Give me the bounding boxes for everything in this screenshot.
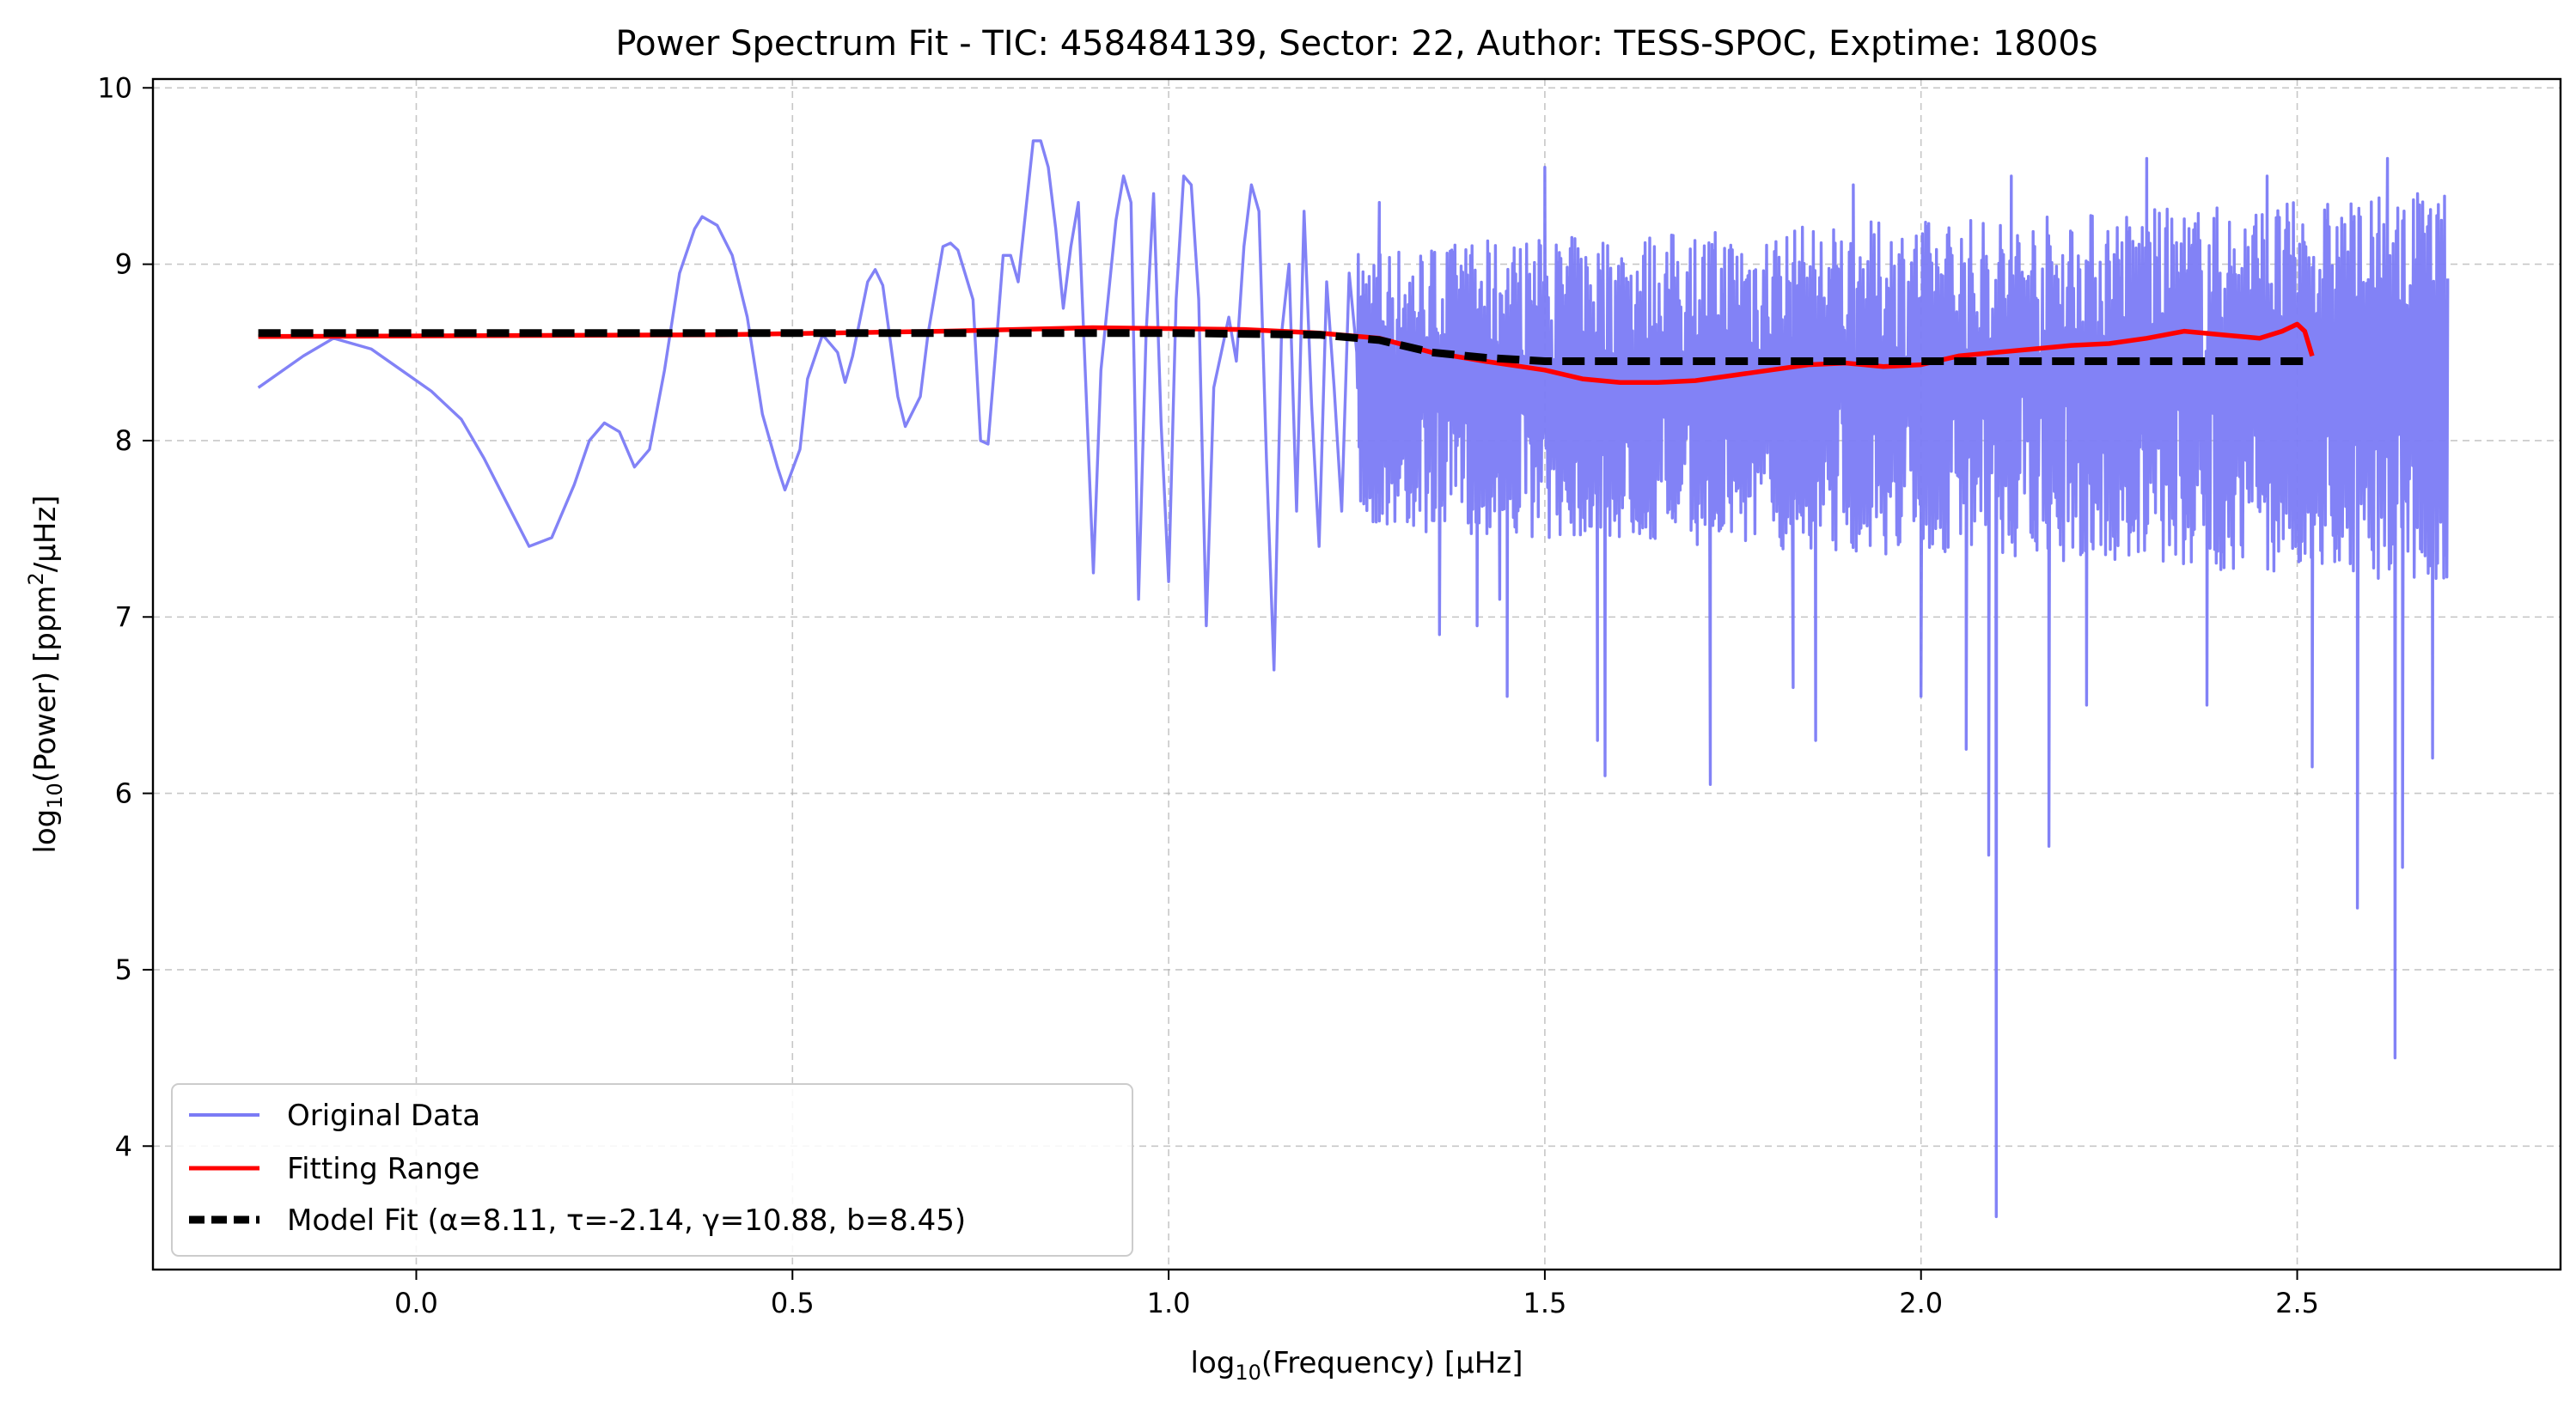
grid-lines xyxy=(153,79,2561,1270)
y-ticks: 4 5 6 7 8 9 10 xyxy=(97,71,153,1162)
x-tick-label: 2.0 xyxy=(1899,1287,1943,1319)
y-axis-label-sup: 2 xyxy=(24,572,48,585)
y-axis-label-prefix: log xyxy=(28,809,63,854)
y-tick-label: 4 xyxy=(115,1130,132,1162)
x-tick-label: 0.5 xyxy=(771,1287,815,1319)
series-model-fit-line xyxy=(258,329,2312,365)
x-axis-label: log10(Frequency) [μHz] xyxy=(1191,1346,1523,1385)
x-tick-label: 0.0 xyxy=(394,1287,438,1319)
legend-box xyxy=(171,1083,1133,1257)
y-tick-label: 7 xyxy=(115,600,132,633)
y-tick-label: 5 xyxy=(115,953,132,986)
y-tick-label: 10 xyxy=(97,71,132,104)
legend-label-fitting: Fitting Range xyxy=(287,1152,479,1186)
series-original-data-line xyxy=(257,139,2450,1219)
legend: Original Data Fitting Range Model Fit (α… xyxy=(171,1083,1133,1257)
x-axis-label-sub: 10 xyxy=(1235,1361,1261,1385)
y-axis-label-middle: (Power) [ppm xyxy=(28,585,63,783)
y-tick-label: 8 xyxy=(115,424,132,457)
x-tick-label: 1.0 xyxy=(1147,1287,1191,1319)
series-layer xyxy=(257,139,2450,1219)
plot-frame xyxy=(151,77,2562,1271)
x-axis-label-suffix: (Frequency) [μHz] xyxy=(1261,1346,1523,1380)
y-axis-label: log10(Power) [ppm2/μHz] xyxy=(24,495,67,853)
y-axis-label-suffix: /μHz] xyxy=(28,495,63,572)
legend-label-model: Model Fit (α=8.11, τ=-2.14, γ=10.88, b=8… xyxy=(287,1203,966,1238)
legend-label-original: Original Data xyxy=(287,1099,480,1133)
x-ticks: 0.0 0.5 1.0 1.5 2.0 2.5 xyxy=(394,1270,2319,1319)
chart-title: Power Spectrum Fit - TIC: 458484139, Sec… xyxy=(615,24,2097,64)
x-tick-label: 2.5 xyxy=(2275,1287,2319,1319)
x-tick-label: 1.5 xyxy=(1523,1287,1566,1319)
y-tick-label: 9 xyxy=(115,248,132,281)
y-axis-label-sub: 10 xyxy=(43,783,67,809)
y-tick-label: 6 xyxy=(115,777,132,810)
x-axis-label-prefix: log xyxy=(1191,1346,1236,1380)
